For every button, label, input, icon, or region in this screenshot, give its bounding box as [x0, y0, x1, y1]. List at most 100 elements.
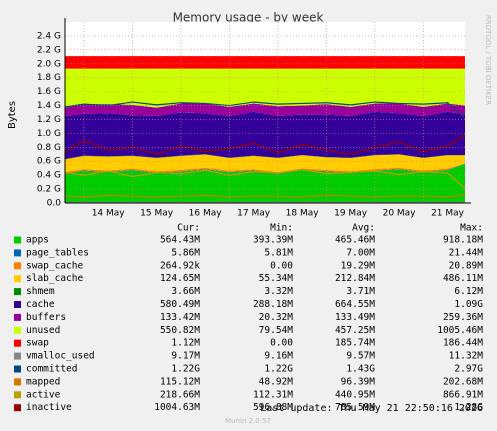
legend-cur: 264.92k [160, 260, 200, 271]
legend-avg: 9.57M [346, 351, 375, 362]
legend-name: page_tables [26, 247, 89, 258]
legend-min: 79.54M [259, 325, 294, 336]
y-tick-label: 2.0 G [37, 59, 61, 69]
legend-min: 112.31M [253, 389, 293, 400]
area-shmem [65, 154, 465, 160]
legend-name: swap [26, 338, 49, 349]
legend-max: 6.12M [454, 286, 483, 297]
legend-swatch [14, 262, 21, 270]
x-tick-label: 15 May [140, 209, 174, 219]
y-tick-label: 2.2 G [37, 45, 61, 55]
legend-max: 1.28G [454, 402, 483, 413]
legend-name: vmalloc_used [26, 351, 95, 362]
legend-header: Min: [270, 223, 293, 234]
line-mapped [64, 194, 466, 198]
x-tick-label: 14 May [92, 209, 126, 219]
area-unused [65, 68, 465, 108]
legend-swatch [14, 249, 21, 257]
legend-max: 259.36M [443, 312, 483, 323]
x-tick-label: 17 May [237, 209, 271, 219]
y-tick-label: 1.0 G [37, 129, 61, 139]
legend-name: apps [26, 235, 49, 246]
legend-swatch [14, 288, 21, 296]
line-active [64, 168, 466, 189]
legend-avg: 3.71M [346, 286, 375, 297]
legend-swatch [14, 378, 21, 386]
legend-cur: 9.17M [171, 351, 200, 362]
y-tick-label: 1.2 G [37, 115, 61, 125]
legend-max: 1.09G [454, 299, 483, 310]
legend-avg: 133.49M [335, 312, 375, 323]
y-tick-label: 1.4 G [37, 101, 61, 111]
area-swap [65, 56, 465, 69]
legend-avg: 785.59M [335, 402, 375, 413]
legend-name: mapped [26, 376, 60, 387]
last-update: Last update: Thu May 21 22:50:16 2026 [260, 403, 483, 414]
legend-name: active [26, 389, 61, 400]
legend-avg: 7.00M [346, 247, 375, 258]
legend-avg: 440.95M [335, 389, 375, 400]
footer: Munin 2.0.57 [225, 417, 271, 425]
legend-max: 20.89M [449, 260, 484, 271]
legend-max: 486.11M [443, 273, 483, 284]
legend-max: 1005.46M [437, 325, 483, 336]
legend-cur: 1.12M [171, 338, 200, 349]
legend-name: shmem [26, 286, 55, 297]
y-tick-label: 2.4 G [37, 31, 61, 41]
legend-cur: 115.12M [160, 376, 200, 387]
legend-min: 393.39M [253, 235, 293, 246]
legend-min: 20.32M [259, 312, 294, 323]
legend-cur: 3.66M [171, 286, 200, 297]
legend-cur: 580.49M [160, 299, 200, 310]
area-cache [65, 111, 465, 160]
legend-min: 0.00 [270, 338, 293, 349]
legend-swatch [14, 326, 21, 334]
line-inactive [64, 134, 466, 155]
legend-header: Avg: [352, 223, 375, 234]
legend-swatch [14, 339, 21, 347]
x-tick-label: 19 May [334, 209, 368, 219]
y-tick-label: 0.4 G [37, 171, 61, 181]
legend-max: 866.91M [443, 389, 483, 400]
legend-swatch [14, 391, 21, 399]
legend-avg: 19.29M [341, 260, 376, 271]
legend-min: 48.92M [259, 376, 294, 387]
legend-header: Cur: [177, 223, 200, 234]
legend-min: 3.32M [264, 286, 293, 297]
legend-max: 11.32M [449, 351, 484, 362]
area-apps [65, 164, 465, 203]
y-tick-label: 1.8 G [37, 73, 61, 83]
legend-name: buffers [26, 312, 66, 323]
y-tick-label: 0.2 G [37, 185, 61, 195]
y-tick-label: 0.8 G [37, 143, 61, 153]
legend-max: 186.44M [443, 338, 483, 349]
legend-name: committed [26, 364, 77, 375]
legend-avg: 96.39M [341, 376, 376, 387]
x-tick-label: 20 May [383, 209, 417, 219]
legend-avg: 1.43G [346, 364, 375, 375]
legend-cur: 124.65M [160, 273, 200, 284]
legend-swatch [14, 236, 21, 244]
legend-min: 9.16M [264, 351, 293, 362]
legend-cur: 1.22G [171, 364, 200, 375]
legend-cur: 564.43M [160, 235, 200, 246]
legend-avg: 457.25M [335, 325, 375, 336]
legend-min: 5.81M [264, 247, 293, 258]
legend-cur: 218.66M [160, 389, 200, 400]
chart-title: Memory usage - by week [173, 11, 324, 25]
legend-swatch [14, 301, 21, 308]
legend-name: swap_cache [26, 260, 83, 271]
legend-name: unused [26, 325, 60, 336]
legend-name: cache [26, 299, 55, 310]
legend-swatch [14, 352, 21, 360]
area-swap_cache [65, 163, 465, 174]
legend-max: 918.18M [443, 235, 483, 246]
legend-name: slab_cache [26, 273, 83, 284]
legend-min: 55.34M [259, 273, 294, 284]
x-tick-label: 21 May [431, 209, 465, 219]
area-slab_cache [65, 154, 465, 172]
legend-swatch [14, 365, 21, 373]
x-tick-label: 16 May [189, 209, 223, 219]
x-tick-label: 18 May [286, 209, 320, 219]
